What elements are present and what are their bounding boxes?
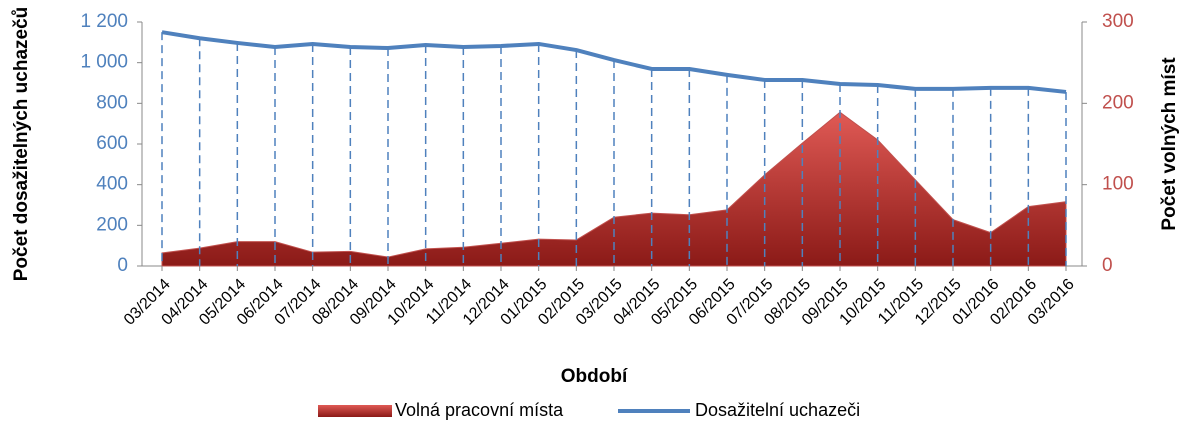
y-tick-label: 400: [96, 174, 128, 195]
line: [161, 30, 1067, 94]
y-tick-label: 200: [96, 214, 128, 235]
y2-tick-label: 200: [1102, 92, 1134, 113]
y-axis-title: Počet dosažitelných uchazečů: [11, 7, 32, 282]
y2-tick-label: 0: [1102, 255, 1113, 276]
y-tick-label: 800: [96, 92, 128, 113]
legend-swatch: [318, 405, 392, 417]
legend-label: Dosažitelní uchazeči: [695, 400, 860, 420]
y-tick-label: 1 000: [80, 52, 128, 73]
y-tick-label: 600: [96, 133, 128, 154]
y2-axis-title: Počet volných míst: [1159, 57, 1180, 231]
x-axis-title: Období: [561, 366, 628, 387]
y2-tick-label: 300: [1102, 11, 1134, 32]
y2-tick-label: 100: [1102, 174, 1134, 195]
y-tick-label: 1 200: [80, 11, 128, 32]
legend-label: Volná pracovní místa: [395, 400, 564, 420]
y-tick-label: 0: [117, 255, 128, 276]
